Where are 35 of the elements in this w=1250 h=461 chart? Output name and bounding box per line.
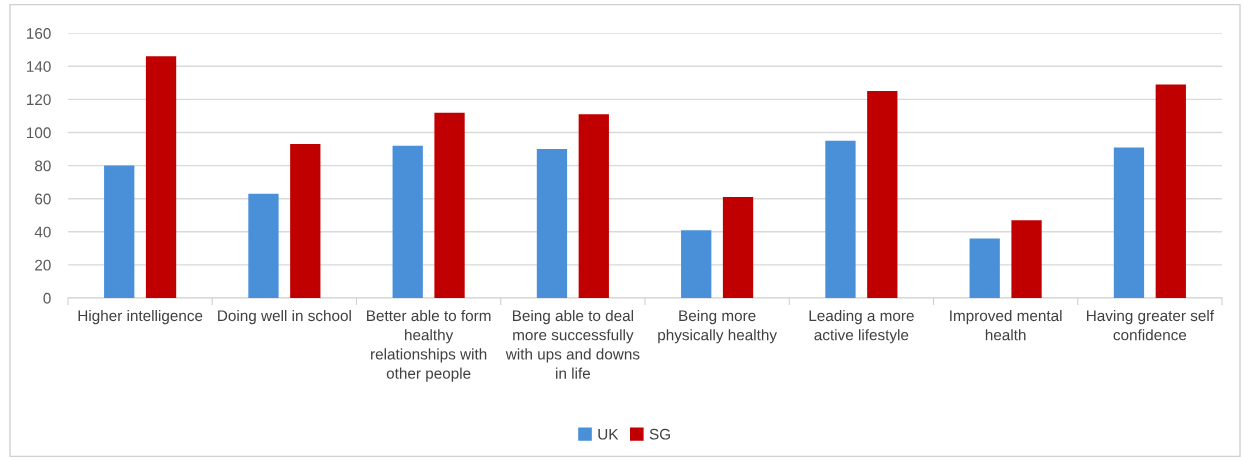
y-tick-label: 40 — [34, 226, 51, 238]
bar — [681, 230, 712, 298]
y-tick-label: 20 — [35, 259, 51, 271]
x-tick-label: Leading a more active lifestyle — [809, 309, 914, 344]
y-tick-label: 160 — [27, 28, 51, 39]
bar — [867, 91, 898, 298]
bar — [145, 56, 177, 298]
bar — [969, 238, 1000, 298]
x-tick-label: Better able to form healthy relationships with other people — [367, 309, 491, 382]
bar — [434, 112, 465, 298]
y-tick-label: 100 — [27, 127, 51, 139]
x-tick-label: Doing well in school — [218, 309, 351, 325]
bar — [825, 140, 856, 298]
legend-label: SG — [649, 428, 670, 440]
bar — [290, 144, 321, 298]
y-tick-label: 140 — [27, 61, 51, 72]
bar — [1011, 220, 1042, 298]
bar — [248, 193, 279, 298]
bar — [104, 165, 135, 298]
y-tick-label: 0 — [43, 292, 51, 304]
bar — [1155, 84, 1186, 298]
x-tick-label: Being able to deal more successfully with ups and downs in life — [505, 309, 640, 379]
bar — [392, 145, 423, 298]
x-tick-label: Higher intelligence — [78, 309, 203, 325]
legend-label: UK — [598, 428, 619, 440]
bar — [536, 149, 568, 298]
bar — [1113, 147, 1145, 298]
y-tick-label: 120 — [27, 94, 51, 106]
bar — [722, 197, 754, 298]
x-tick-label: Being more physically healthy — [658, 309, 777, 344]
x-tick-label: Having greater self confidence — [1087, 309, 1215, 341]
y-tick-label: 60 — [35, 193, 51, 205]
bar — [578, 114, 609, 298]
x-tick-label: Improved mental health — [950, 309, 1062, 341]
y-tick-label: 80 — [35, 160, 51, 172]
